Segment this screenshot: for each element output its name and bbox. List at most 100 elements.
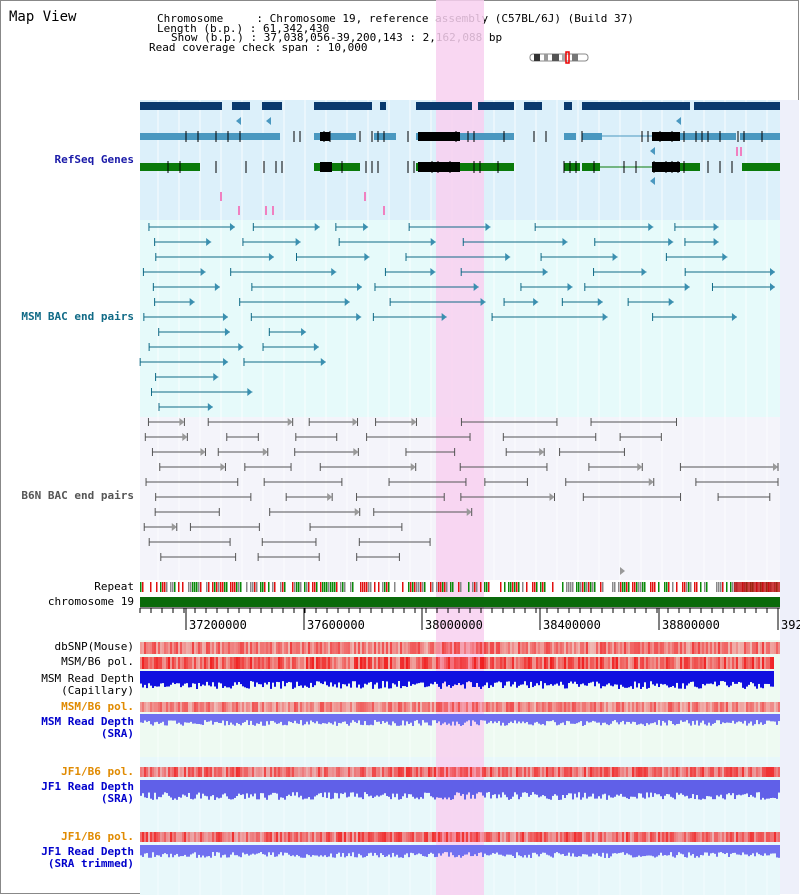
jf1-pol-heat xyxy=(160,767,162,777)
track-label-msm-depth-cap[interactable]: MSM Read Depth xyxy=(41,672,134,685)
jf1-pol-heat xyxy=(398,767,400,777)
dbsnp-heat xyxy=(666,642,668,654)
bac-end xyxy=(648,223,654,231)
depth-bar xyxy=(148,671,150,684)
depth-bar xyxy=(658,845,660,856)
dbsnp-heat xyxy=(434,642,436,654)
depth-bar xyxy=(504,714,506,726)
msm-pol-heat xyxy=(520,657,522,669)
depth-bar xyxy=(634,780,636,797)
msm-pol2-heat xyxy=(250,702,252,712)
depth-bar xyxy=(192,845,194,854)
repeat-mark xyxy=(614,582,616,592)
msm-pol2-heat xyxy=(700,702,702,712)
depth-bar xyxy=(574,780,576,794)
msm-pol-heat xyxy=(290,657,292,669)
track-label-msm-depth-sra[interactable]: MSM Read Depth xyxy=(41,715,134,728)
depth-bar xyxy=(166,714,168,726)
jf1-pol-heat xyxy=(264,767,266,777)
jf1-pol-heat xyxy=(692,767,694,777)
depth-bar xyxy=(740,714,742,722)
jf1-pol-heat xyxy=(684,767,686,777)
jf1-pol-heat xyxy=(698,767,700,777)
depth-bar xyxy=(458,780,460,793)
dbsnp-heat xyxy=(180,642,182,654)
dbsnp-heat xyxy=(516,642,518,654)
msm-pol-heat xyxy=(468,657,470,669)
track-label-msm-bac[interactable]: MSM BAC end pairs xyxy=(21,310,134,323)
jf1-pol2-heat xyxy=(402,832,404,842)
depth-bar xyxy=(646,714,648,724)
repeat-mark xyxy=(182,582,184,592)
track-label-refseq[interactable]: RefSeq Genes xyxy=(54,153,134,166)
track-label-chromosome[interactable]: chromosome 19 xyxy=(47,595,134,608)
depth-bar xyxy=(644,671,646,683)
depth-bar xyxy=(738,845,740,855)
msm-pol-heat xyxy=(704,657,706,669)
depth-bar xyxy=(428,714,430,726)
depth-bar xyxy=(474,845,476,855)
jf1-pol2-heat xyxy=(730,832,732,842)
depth-bar xyxy=(216,671,218,689)
depth-bar xyxy=(728,671,730,688)
depth-bar xyxy=(332,780,334,799)
track-label-jf1-depth-sra[interactable]: JF1 Read Depth xyxy=(41,780,134,793)
depth-bar xyxy=(572,671,574,684)
msm-pol-heat xyxy=(308,657,310,669)
small-feature xyxy=(238,206,240,215)
depth-bar xyxy=(408,780,410,795)
depth-bar xyxy=(474,714,476,722)
depth-bar xyxy=(610,780,612,798)
repeat-mark xyxy=(666,582,668,592)
depth-bar xyxy=(562,714,564,723)
track-label-dbsnp[interactable]: dbSNP(Mouse) xyxy=(54,640,134,653)
depth-bar xyxy=(206,671,208,682)
repeat-mark xyxy=(682,582,684,592)
track-label-msm-pol-2[interactable]: MSM/B6 pol. xyxy=(61,700,134,713)
jf1-pol-heat xyxy=(656,767,658,777)
depth-bar xyxy=(354,671,356,682)
depth-bar xyxy=(246,671,248,689)
jf1-pol-heat xyxy=(288,767,290,777)
repeat-mark xyxy=(206,582,208,592)
msm-pol2-heat xyxy=(658,702,660,712)
depth-bar xyxy=(220,845,222,858)
depth-bar xyxy=(536,671,538,684)
depth-bar xyxy=(610,845,612,857)
depth-bar xyxy=(252,845,254,854)
jf1-pol2-heat xyxy=(424,832,426,842)
msm-pol-heat xyxy=(140,657,142,669)
depth-bar xyxy=(396,845,398,855)
track-label-msm-pol[interactable]: MSM/B6 pol. xyxy=(61,655,134,668)
depth-bar xyxy=(604,780,606,794)
depth-bar xyxy=(678,845,680,853)
bac-end xyxy=(668,238,674,246)
jf1-pol-heat xyxy=(478,767,480,777)
jf1-pol2-heat xyxy=(654,832,656,842)
jf1-pol2-heat xyxy=(594,832,596,842)
depth-bar xyxy=(766,714,768,721)
depth-bar xyxy=(556,714,558,726)
depth-bar xyxy=(430,845,432,853)
track-label-jf1-pol-2[interactable]: JF1/B6 pol. xyxy=(61,830,134,843)
depth-bar xyxy=(312,780,314,800)
depth-bar xyxy=(684,845,686,858)
chromosome-ideogram[interactable] xyxy=(528,51,590,65)
dbsnp-heat xyxy=(196,642,198,654)
msm-pol2-heat xyxy=(438,702,440,712)
bac-end xyxy=(713,238,719,246)
depth-bar xyxy=(718,845,720,853)
depth-bar xyxy=(632,714,634,722)
msm-pol2-heat xyxy=(610,702,612,712)
track-label-jf1-pol[interactable]: JF1/B6 pol. xyxy=(61,765,134,778)
track-label-b6n-bac[interactable]: B6N BAC end pairs xyxy=(21,489,134,502)
track-label-repeat[interactable]: Repeat xyxy=(94,580,134,593)
track-label-jf1-depth-trim[interactable]: JF1 Read Depth xyxy=(41,845,134,858)
depth-bar xyxy=(694,845,696,858)
depth-bar xyxy=(294,845,296,857)
depth-bar xyxy=(680,845,682,854)
refseq-exon xyxy=(418,132,460,141)
jf1-pol2-heat xyxy=(396,832,398,842)
jf1-pol2-heat xyxy=(452,832,454,842)
